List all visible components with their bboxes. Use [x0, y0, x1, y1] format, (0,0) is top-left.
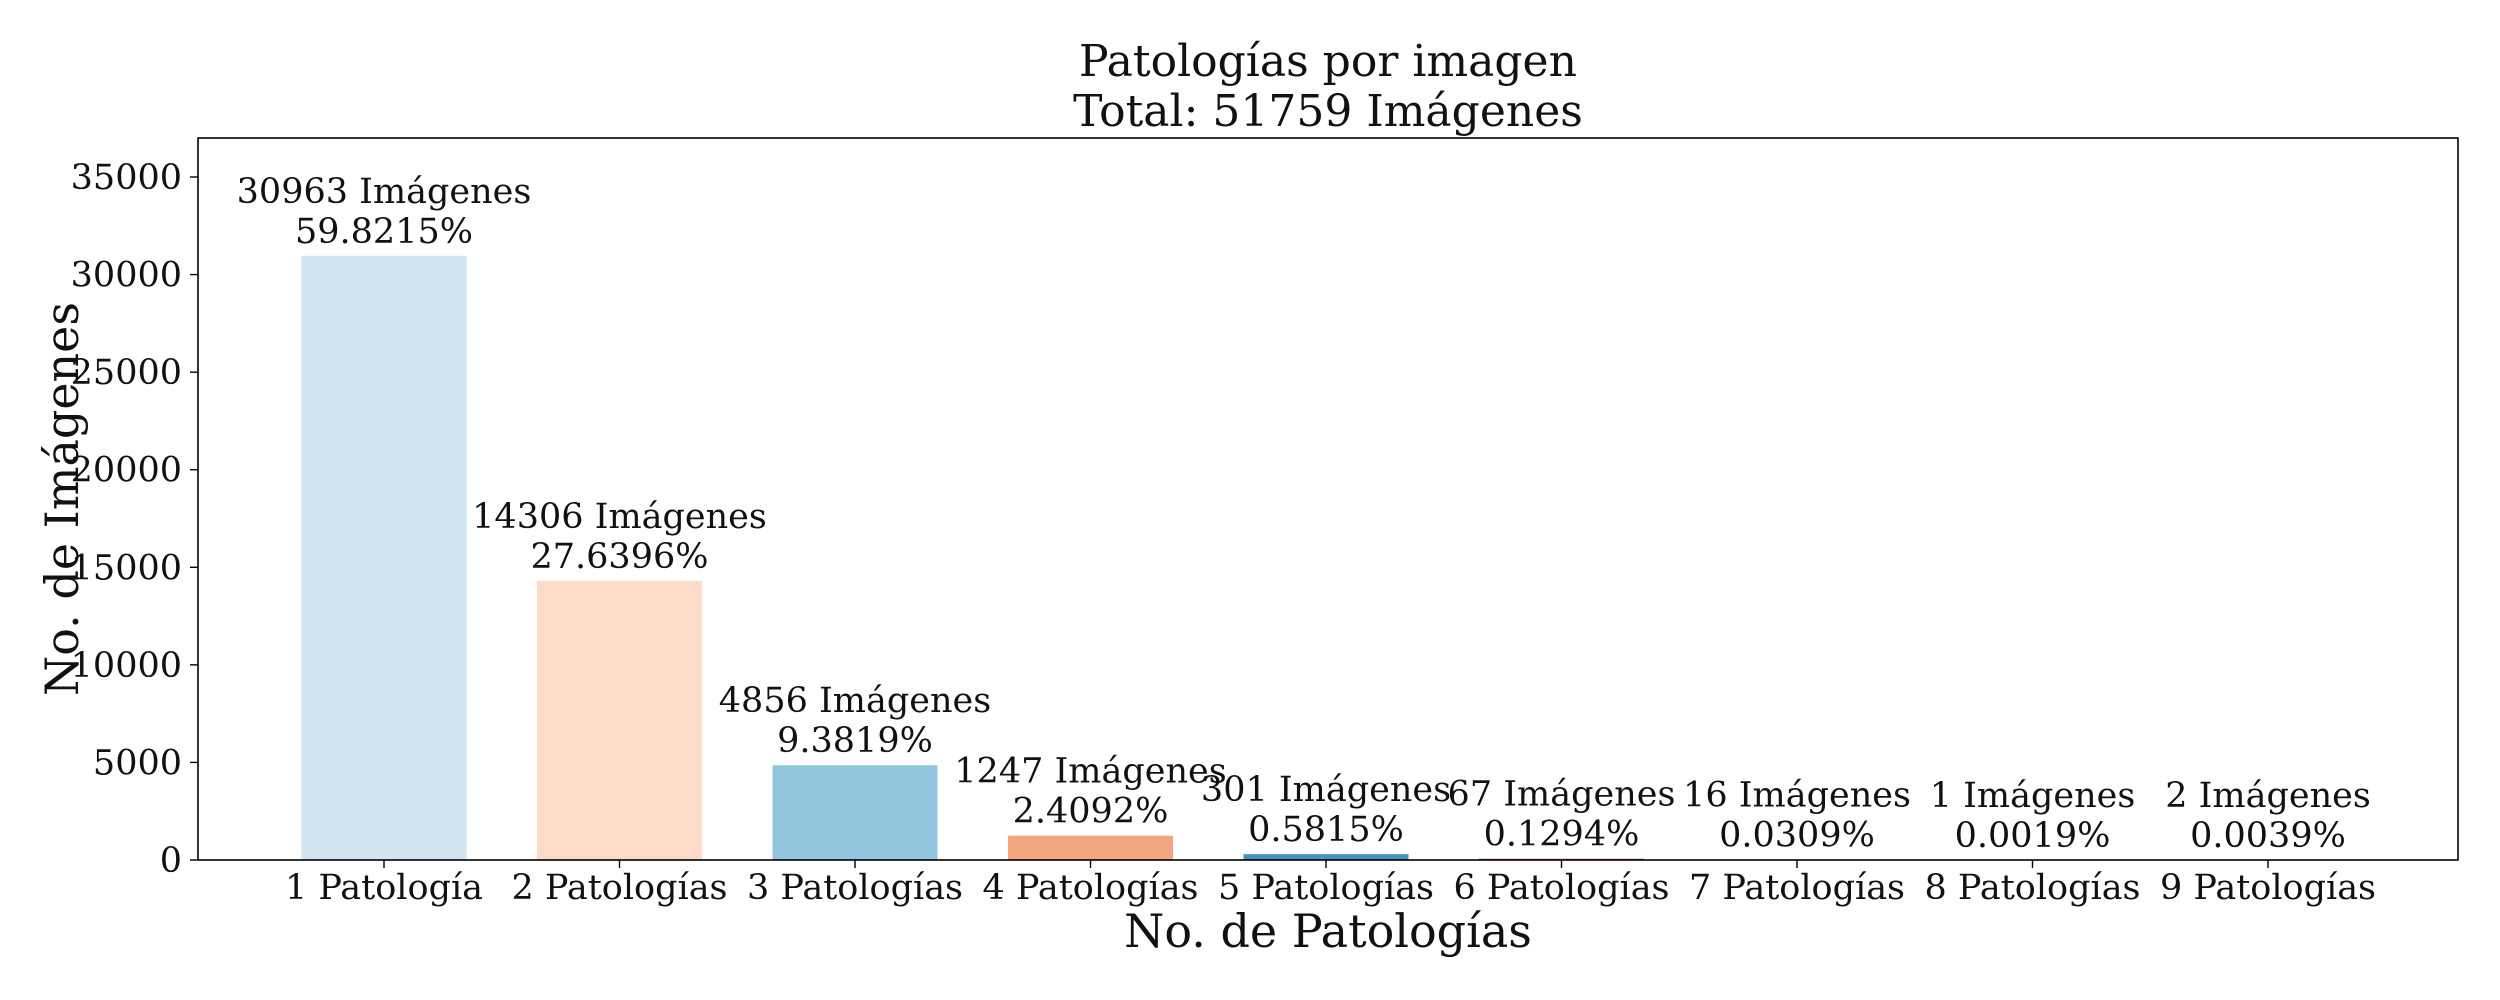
- bar-percent-label-6: 0.1294%: [1484, 815, 1640, 855]
- x-tick-label-2: 2 Patologías: [511, 868, 727, 908]
- bar-count-label-8: 1 Imágenes: [1930, 776, 2136, 816]
- x-tick-label-6: 6 Patologías: [1453, 868, 1669, 908]
- bar-percent-label-7: 0.0309%: [1719, 816, 1875, 856]
- bar-percent-label-3: 9.3819%: [777, 721, 933, 761]
- x-tick-label-3: 3 Patologías: [747, 868, 963, 908]
- bar-percent-label-9: 0.0039%: [2190, 816, 2346, 856]
- bar-count-label-6: 67 Imágenes: [1448, 775, 1676, 815]
- bar-percent-label-5: 0.5815%: [1248, 810, 1404, 850]
- bar-count-label-1: 30963 Imágenes: [237, 172, 532, 212]
- bar-count-label-9: 2 Imágenes: [2165, 776, 2371, 816]
- bar-count-label-5: 301 Imágenes: [1201, 770, 1451, 810]
- plot-frame: [197, 137, 2459, 861]
- bar-count-label-2: 14306 Imágenes: [472, 497, 767, 537]
- bar-count-label-7: 16 Imágenes: [1683, 776, 1911, 816]
- y-tick-label-2: 10000: [71, 646, 182, 686]
- x-tick-label-4: 4 Patologías: [982, 868, 1198, 908]
- bar-percent-label-2: 27.6396%: [531, 537, 709, 577]
- bar-5: [1243, 854, 1409, 860]
- x-axis-ticks: 1 Patología 2 Patologías 3 Patologías 4 Pat…: [285, 860, 2376, 908]
- chart-title: Patologías por imagen: [1079, 36, 1577, 87]
- bar-3: [772, 765, 938, 860]
- x-tick-label-9: 9 Patologías: [2160, 868, 2376, 908]
- y-tick-label-7: 35000: [71, 158, 182, 198]
- bar-percent-label-1: 59.8215%: [295, 212, 473, 252]
- bar-count-label-3: 4856 Imágenes: [719, 681, 991, 721]
- x-tick-label-5: 5 Patologías: [1218, 868, 1434, 908]
- chart-subtitle: Total: 51759 Imágenes: [1073, 86, 1583, 137]
- bar-1: [301, 255, 467, 860]
- y-axis-label: No. de Imágenes: [35, 302, 89, 696]
- y-tick-label-4: 20000: [71, 451, 182, 491]
- bar-4: [1008, 835, 1173, 860]
- x-axis-label: No. de Patologías: [1124, 904, 1532, 958]
- y-tick-label-0: 0: [160, 841, 182, 881]
- bar-percent-label-8: 0.0019%: [1955, 816, 2111, 856]
- x-tick-label-8: 8 Patologías: [1924, 868, 2140, 908]
- y-tick-label-5: 25000: [71, 353, 182, 393]
- bar-2: [537, 580, 702, 860]
- x-tick-label-1: 1 Patología: [285, 868, 483, 908]
- bar-count-label-4: 1247 Imágenes: [954, 752, 1226, 792]
- y-tick-label-3: 15000: [71, 548, 182, 588]
- bar-percent-label-4: 2.4092%: [1013, 792, 1169, 832]
- y-tick-label-1: 5000: [93, 743, 182, 783]
- x-tick-label-7: 7 Patologías: [1689, 868, 1905, 908]
- y-tick-label-6: 30000: [71, 256, 182, 296]
- y-axis-ticks: 0 5000 10000 15000 20000 25000 30000 35000: [71, 158, 198, 881]
